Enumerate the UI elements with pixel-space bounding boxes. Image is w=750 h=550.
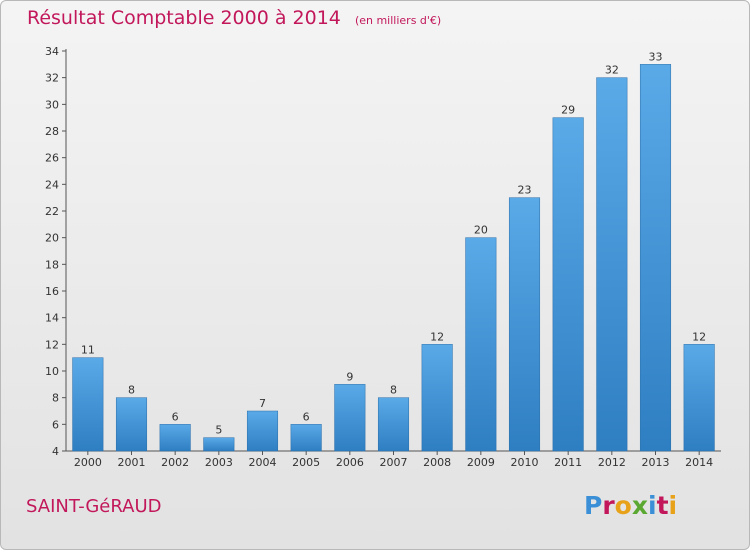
bar-2014 [683, 344, 715, 452]
y-tick-label: 16 [45, 285, 59, 298]
data-label-2009: 20 [474, 224, 488, 237]
y-tick-label: 34 [45, 45, 59, 58]
y-tick-label: 30 [45, 98, 59, 111]
commune-name: SAINT-GéRAUD [26, 496, 162, 517]
x-tick-label: 2011 [554, 456, 582, 469]
bar-2006 [334, 384, 366, 452]
data-labels: 11 8 6 5 7 6 9 8 12 20 23 29 32 33 12 [81, 50, 706, 436]
data-label-2006: 9 [346, 370, 353, 383]
y-tick-label: 28 [45, 125, 59, 138]
bar-2003 [203, 437, 235, 452]
x-tick-label: 2004 [249, 456, 277, 469]
logo-letter: x [631, 491, 648, 520]
x-tick-label: 2013 [642, 456, 670, 469]
x-tick-label: 2006 [336, 456, 364, 469]
y-tick-label: 20 [45, 232, 59, 245]
bar-2009 [465, 237, 497, 452]
data-label-2001: 8 [128, 384, 135, 397]
data-label-2012: 32 [605, 64, 619, 77]
x-tick-label: 2007 [380, 456, 408, 469]
y-tick-label: 32 [45, 72, 59, 85]
chart-unit-label: (en milliers d'€) [354, 14, 442, 27]
logo-letter: t [656, 491, 669, 520]
x-tick-label: 2003 [205, 456, 233, 469]
data-label-2003: 5 [215, 424, 222, 437]
data-label-2004: 7 [259, 397, 266, 410]
x-tick-label: 2010 [511, 456, 539, 469]
y-tick-label: 10 [45, 365, 59, 378]
data-label-2007: 8 [390, 384, 397, 397]
data-label-2010: 23 [518, 184, 532, 197]
data-label-2008: 12 [430, 330, 444, 343]
y-tick-label: 18 [45, 258, 59, 271]
proxiti-logo: Proxiti [584, 491, 677, 520]
x-tick-label: 2005 [292, 456, 320, 469]
bar-2005 [290, 424, 322, 452]
bar-2004 [246, 410, 279, 452]
bars [72, 64, 715, 452]
bar-2013 [639, 64, 672, 452]
bar-2000 [72, 357, 104, 452]
logo-letter: i [648, 491, 657, 520]
y-tick-label: 14 [45, 312, 59, 325]
x-tick-label: 2001 [118, 456, 146, 469]
data-label-2011: 29 [561, 104, 575, 117]
bar-2002 [159, 424, 191, 452]
x-tick-label: 2014 [685, 456, 713, 469]
bar-2011 [552, 117, 584, 452]
chart-title: Résultat Comptable 2000 à 2014 (en milli… [27, 7, 441, 29]
y-tick-label: 4 [52, 445, 59, 458]
y-tick-label: 12 [45, 338, 59, 351]
logo-letter: r [602, 491, 615, 520]
x-tick-label: 2000 [74, 456, 102, 469]
bar-2001 [115, 397, 148, 452]
x-tick-label: 2002 [161, 456, 189, 469]
logo-letter: o [614, 491, 632, 520]
y-tick-label: 24 [45, 178, 59, 191]
y-tick-label: 22 [45, 205, 59, 218]
data-label-2014: 12 [692, 330, 706, 343]
logo-letter: i [668, 491, 678, 520]
bar-2010 [508, 197, 541, 452]
bar-2007 [377, 397, 410, 452]
y-axis: 4 6 8 10 12 14 16 18 20 22 24 26 28 30 32 34 [45, 45, 67, 458]
bar-2012 [596, 77, 628, 452]
chart-title-text: Résultat Comptable 2000 à 2014 [27, 7, 341, 29]
x-axis: 2000 2001 2002 2003 2004 2005 2006 2007 2008 2009… [66, 450, 721, 469]
x-tick-label: 2012 [598, 456, 626, 469]
logo-letter: P [584, 491, 603, 520]
data-label-2013: 33 [649, 50, 663, 63]
y-tick-label: 6 [52, 418, 59, 431]
bar-2008 [421, 344, 453, 452]
data-label-2005: 6 [303, 410, 310, 423]
y-tick-label: 8 [52, 392, 59, 405]
y-tick-label: 26 [45, 152, 59, 165]
x-tick-label: 2008 [423, 456, 451, 469]
x-tick-label: 2009 [467, 456, 495, 469]
data-label-2000: 11 [81, 344, 95, 357]
data-label-2002: 6 [172, 410, 179, 423]
